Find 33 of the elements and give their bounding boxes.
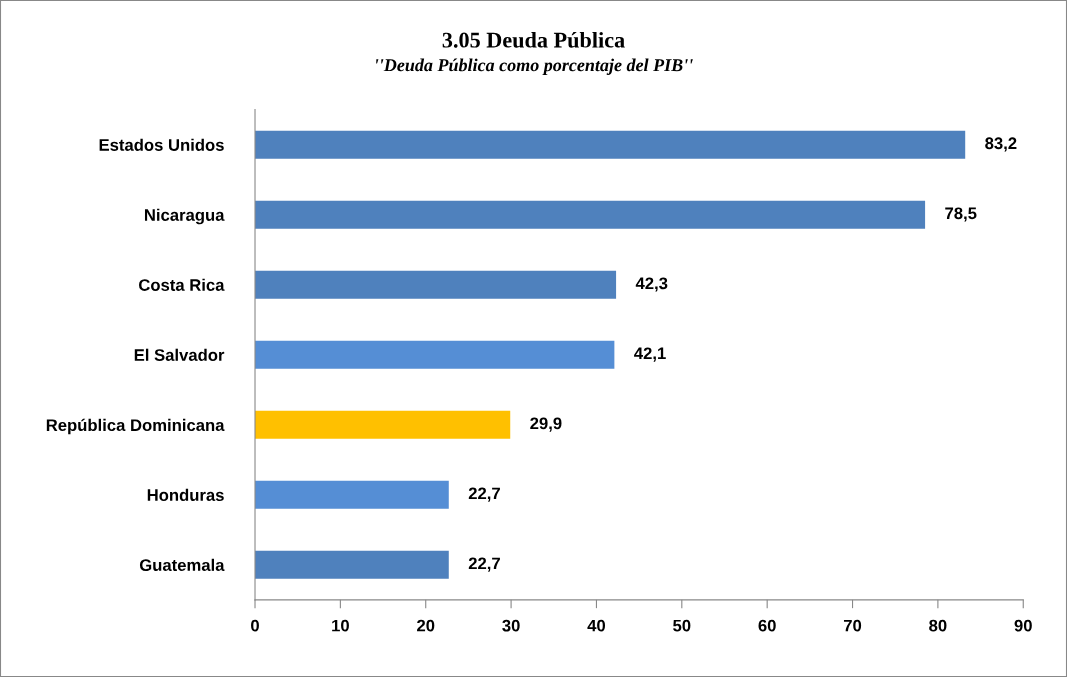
data-label: 29,9 bbox=[530, 417, 562, 432]
bar bbox=[255, 200, 926, 229]
data-label: 42,1 bbox=[634, 347, 666, 362]
y-tick-label: Honduras bbox=[147, 488, 224, 501]
y-tick-label: Guatemala bbox=[139, 558, 225, 572]
bar bbox=[255, 550, 449, 579]
x-tick-label: 80 bbox=[929, 619, 947, 632]
data-label: 22,7 bbox=[468, 557, 500, 572]
x-tick-label: 0 bbox=[251, 619, 259, 632]
y-tick-label: Estados Unidos bbox=[99, 138, 224, 151]
bar bbox=[255, 340, 615, 369]
x-tick-label: 50 bbox=[673, 619, 691, 632]
y-tick-label: Costa Rica bbox=[139, 278, 225, 291]
data-label: 83,2 bbox=[985, 137, 1017, 152]
x-tick-label: 40 bbox=[587, 619, 606, 632]
bar bbox=[255, 130, 966, 159]
x-tick-label: 20 bbox=[417, 619, 435, 632]
data-label: 78,5 bbox=[945, 207, 977, 222]
x-tick-label: 70 bbox=[843, 619, 862, 632]
chart-title: 3.05 Deuda Pública bbox=[442, 31, 625, 48]
y-tick-label: Nicaragua bbox=[144, 208, 225, 225]
data-label: 42,3 bbox=[635, 277, 668, 292]
x-tick-label: 90 bbox=[1014, 619, 1032, 632]
chart-subtitle: ''Deuda Pública como porcentaje del PIB'' bbox=[376, 58, 693, 75]
data-label: 22,7 bbox=[468, 487, 500, 502]
x-tick-label: 60 bbox=[758, 619, 776, 632]
bar bbox=[255, 410, 511, 439]
x-tick-label: 10 bbox=[332, 619, 349, 632]
y-tick-label: El Salvador bbox=[134, 348, 225, 361]
bar bbox=[255, 480, 449, 509]
x-tick-label: 30 bbox=[502, 619, 520, 632]
bar bbox=[255, 270, 617, 299]
y-tick-label: República Dominicana bbox=[46, 418, 225, 435]
